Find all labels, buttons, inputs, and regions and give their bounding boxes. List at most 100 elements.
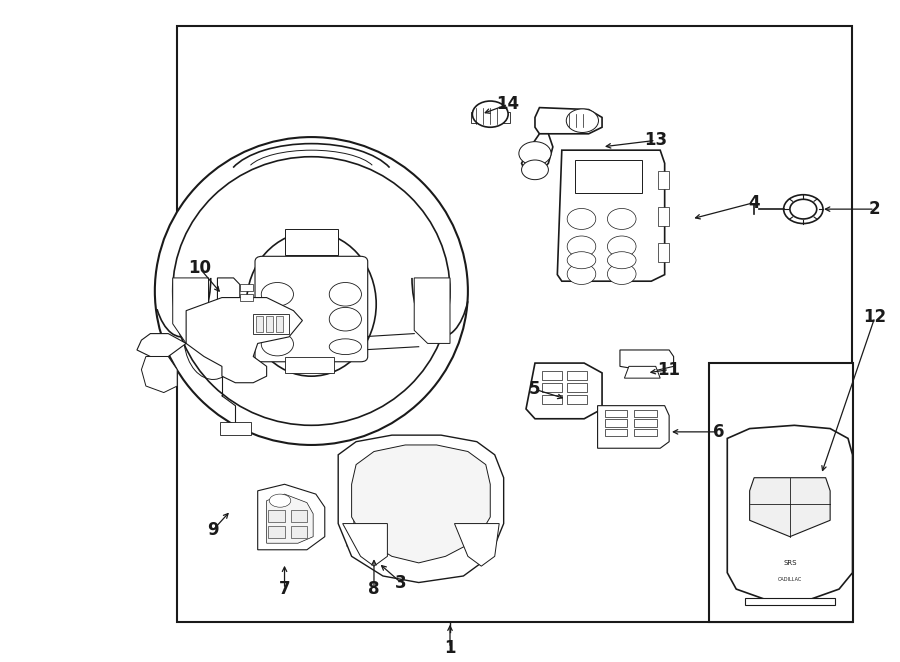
Polygon shape bbox=[522, 134, 553, 173]
Bar bbox=[256, 316, 263, 332]
Polygon shape bbox=[173, 278, 209, 344]
Bar bbox=[567, 371, 587, 380]
Ellipse shape bbox=[269, 494, 291, 507]
Ellipse shape bbox=[329, 307, 362, 331]
Ellipse shape bbox=[247, 232, 376, 376]
Ellipse shape bbox=[261, 307, 293, 331]
Polygon shape bbox=[186, 297, 302, 383]
Bar bbox=[605, 429, 627, 436]
Ellipse shape bbox=[608, 236, 636, 257]
Polygon shape bbox=[338, 435, 504, 583]
Text: SRS: SRS bbox=[783, 560, 796, 566]
Ellipse shape bbox=[567, 236, 596, 257]
Text: 14: 14 bbox=[497, 95, 519, 113]
Text: 8: 8 bbox=[368, 580, 380, 598]
Bar bbox=[268, 510, 284, 522]
Polygon shape bbox=[414, 278, 450, 344]
Text: 6: 6 bbox=[713, 423, 725, 441]
Ellipse shape bbox=[472, 101, 508, 127]
Bar bbox=[709, 363, 852, 622]
Polygon shape bbox=[141, 357, 177, 393]
Bar bbox=[354, 499, 372, 510]
Polygon shape bbox=[218, 278, 239, 314]
Ellipse shape bbox=[790, 199, 816, 219]
Text: 2: 2 bbox=[869, 200, 881, 218]
Bar bbox=[239, 295, 253, 301]
Ellipse shape bbox=[608, 263, 636, 285]
Text: 5: 5 bbox=[529, 380, 541, 399]
Bar bbox=[253, 314, 289, 334]
Bar bbox=[268, 526, 284, 538]
Text: 12: 12 bbox=[863, 308, 886, 326]
Ellipse shape bbox=[155, 137, 468, 445]
Ellipse shape bbox=[329, 339, 362, 355]
Bar bbox=[634, 429, 657, 436]
Ellipse shape bbox=[173, 157, 450, 425]
Bar bbox=[659, 171, 669, 189]
Ellipse shape bbox=[567, 263, 596, 285]
Bar bbox=[177, 26, 852, 622]
Bar bbox=[542, 383, 562, 392]
Bar bbox=[634, 410, 657, 417]
Polygon shape bbox=[750, 478, 830, 537]
Bar bbox=[378, 530, 395, 540]
Bar bbox=[266, 316, 273, 332]
Bar bbox=[634, 420, 657, 426]
Bar bbox=[378, 514, 395, 525]
Bar bbox=[275, 316, 283, 332]
Ellipse shape bbox=[261, 332, 293, 356]
Polygon shape bbox=[347, 494, 405, 547]
Text: 9: 9 bbox=[207, 521, 219, 539]
Polygon shape bbox=[620, 350, 673, 371]
Text: 4: 4 bbox=[748, 193, 760, 212]
FancyBboxPatch shape bbox=[255, 256, 368, 361]
Ellipse shape bbox=[522, 160, 548, 179]
Ellipse shape bbox=[261, 283, 293, 306]
Ellipse shape bbox=[784, 195, 823, 224]
Bar bbox=[659, 207, 669, 226]
Bar bbox=[542, 395, 562, 404]
Bar bbox=[239, 285, 253, 291]
Bar bbox=[354, 514, 372, 525]
Polygon shape bbox=[352, 445, 491, 563]
Polygon shape bbox=[137, 334, 186, 357]
Text: 13: 13 bbox=[644, 131, 667, 150]
Polygon shape bbox=[526, 363, 602, 419]
Bar bbox=[659, 243, 669, 261]
Ellipse shape bbox=[566, 109, 598, 132]
Polygon shape bbox=[557, 150, 665, 281]
Text: 3: 3 bbox=[395, 573, 407, 592]
Bar bbox=[220, 422, 251, 435]
Polygon shape bbox=[535, 108, 602, 134]
Polygon shape bbox=[257, 485, 325, 549]
Bar bbox=[291, 526, 307, 538]
Text: 7: 7 bbox=[279, 580, 291, 598]
Bar bbox=[354, 530, 372, 540]
Text: 10: 10 bbox=[188, 259, 212, 277]
Polygon shape bbox=[266, 494, 313, 544]
Ellipse shape bbox=[608, 209, 636, 230]
Ellipse shape bbox=[608, 252, 636, 269]
Polygon shape bbox=[727, 425, 852, 600]
Bar bbox=[605, 410, 627, 417]
Bar bbox=[575, 160, 643, 193]
Bar bbox=[567, 395, 587, 404]
Bar bbox=[471, 112, 510, 122]
Text: CADILLAC: CADILLAC bbox=[778, 577, 802, 582]
Ellipse shape bbox=[519, 142, 551, 166]
Polygon shape bbox=[343, 524, 387, 566]
Bar bbox=[284, 357, 334, 373]
Bar bbox=[605, 420, 627, 426]
Bar bbox=[378, 499, 395, 510]
Bar bbox=[542, 371, 562, 380]
Bar bbox=[567, 383, 587, 392]
Bar bbox=[284, 229, 338, 255]
Polygon shape bbox=[625, 366, 661, 378]
Bar bbox=[291, 510, 307, 522]
Ellipse shape bbox=[567, 252, 596, 269]
Polygon shape bbox=[598, 406, 669, 448]
Text: 1: 1 bbox=[445, 639, 455, 657]
Text: 11: 11 bbox=[658, 361, 680, 379]
Ellipse shape bbox=[567, 209, 596, 230]
Polygon shape bbox=[454, 524, 500, 566]
